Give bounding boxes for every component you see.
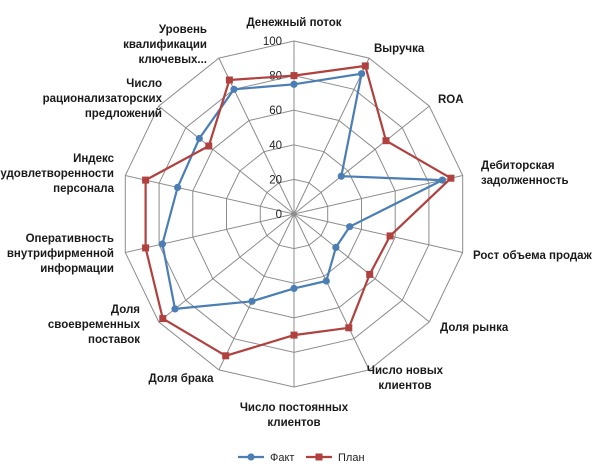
radial-tick-label-1: 20 [269,174,282,186]
axis-label-3-line-1: задолженность [481,175,569,187]
grid-spoke-6 [293,213,370,371]
radial-tick-label-0: 0 [276,209,282,221]
axis-label-3-line-0: Дебиторская [481,160,555,172]
axis-label-3: Дебиторская задолженность [481,160,569,187]
axis-label-8-line-0: Доля брака [149,373,215,385]
axis-label-0: Денежный поток [246,17,341,29]
series-1-point-2 [382,137,390,145]
axis-label-12-line-1: рационализаторских [43,93,163,105]
series-1-point-7 [290,331,298,339]
legend-label-0: Факт [270,452,294,464]
series-1-point-3 [447,174,455,182]
series-0-point-0 [290,80,298,88]
series-1-point-4 [386,232,394,240]
axis-label-4-line-0: Рост объема продаж [473,250,593,262]
axis-label-13-line-2: ключевых... [138,54,207,66]
series-0-point-11 [174,183,182,191]
series-1-point-8 [222,352,230,360]
axis-label-11-line-1: удовлетворенности [0,168,114,180]
series-0-point-5 [332,243,340,251]
radial-tick-label-3: 60 [269,105,282,117]
series-1-point-6 [345,324,353,332]
grid-spoke-8 [218,213,295,371]
axis-label-12: Число рационализаторских предложений [43,78,163,120]
axis-label-2-line-0: ROA [438,94,464,106]
grid-spoke-9 [158,213,295,323]
grid-spoke-12 [158,105,295,215]
grid-spoke-10 [125,213,295,253]
grid-spoke-11 [125,175,295,215]
series-0-point-7 [290,284,298,292]
series-0-point-9 [171,305,179,313]
series-1-point-10 [142,244,150,252]
series-0-point-6 [322,277,330,285]
series-1-point-11 [142,176,150,184]
series-0-line [161,72,444,310]
axis-label-12-line-0: Число [126,78,162,90]
axis-label-7: Число постоянных клиентов [240,402,349,429]
axis-label-5-line-0: Доля рынка [440,322,509,334]
axis-label-2: ROA [438,94,464,106]
axis-label-6: Число новых клиентов [367,365,444,392]
series-0-point-3 [438,176,446,184]
grid-spoke-1 [293,57,370,215]
axis-label-9-line-0: Доля [111,304,140,316]
axis-label-10-line-2: информации [40,263,114,275]
axis-label-1-line-0: Выручка [374,43,425,55]
series-1-point-13 [225,76,233,84]
axis-label-13-line-1: квалификации [123,39,207,51]
series-0-point-2 [337,172,345,180]
series-0-point-4 [346,223,354,231]
series-0-point-1 [358,70,366,78]
axis-label-9-line-2: поставок [88,334,140,346]
axis-label-12-line-2: предложений [85,108,162,120]
axis-label-9-line-1: своевременных [48,319,141,331]
axis-label-7-line-1: клиентов [267,417,320,429]
series-0-point-10 [158,240,166,248]
axis-label-5: Доля рынка [440,322,509,334]
grid-spoke-4 [293,213,463,253]
series-1-point-9 [159,315,167,323]
radial-tick-label-5: 100 [263,36,282,48]
grid-spoke-3 [293,175,463,215]
axis-label-6-line-0: Число новых [367,365,444,377]
axis-label-0-line-0: Денежный поток [246,17,341,29]
axis-label-9: Доля своевременных поставок [48,304,141,346]
series-0-point-12 [195,134,203,143]
radial-tick-label-2: 40 [269,140,282,152]
series-1-point-0 [290,72,298,80]
series-1-point-5 [366,270,374,278]
grid-spoke-13 [218,57,295,215]
axis-label-6-line-1: клиентов [378,380,431,392]
axis-label-8: Доля брака [149,373,215,385]
axis-label-10-line-0: Оперативность [26,233,114,245]
axis-label-11-line-2: персонала [53,183,114,195]
axis-label-13-line-0: Уровень [159,24,207,36]
series-1-point-1 [361,62,369,70]
legend-marker-1 [315,453,323,461]
axis-label-7-line-0: Число постоянных [240,402,349,414]
axis-label-10-line-1: внутрифирменной [7,248,114,260]
series-0-point-8 [248,297,256,305]
grid-spoke-5 [293,213,430,323]
axis-label-11: Индекс удовлетворенности персонала [0,153,114,195]
axis-label-13: Уровень квалификации ключевых... [123,24,207,66]
series-1-point-12 [205,142,213,150]
legend-marker-0 [247,453,255,461]
axis-label-10: Оперативность внутрифирменной информации [7,233,114,275]
axis-label-4: Рост объема продаж [473,250,593,262]
axis-label-11-line-0: Индекс [73,153,115,165]
axis-label-1: Выручка [374,43,425,55]
series-0-point-13 [230,85,238,93]
legend-label-1: План [338,452,365,464]
grid-spoke-2 [293,105,430,215]
